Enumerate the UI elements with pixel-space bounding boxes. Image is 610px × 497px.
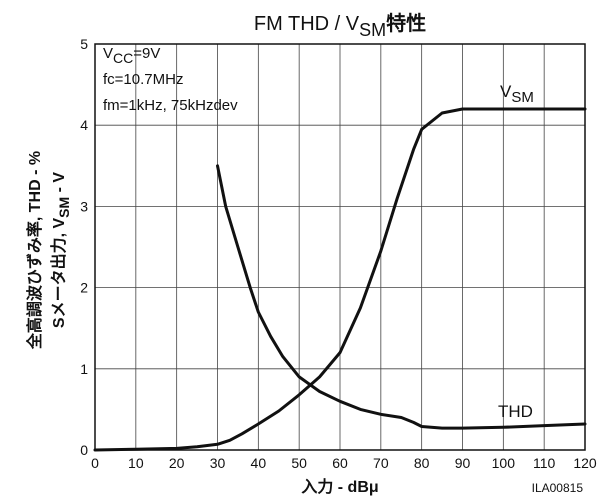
y-tick-label: 1 [80, 361, 88, 377]
x-tick-label: 0 [91, 455, 99, 471]
condition-fm: fm=1kHz, 75kHzdev [103, 97, 238, 114]
x-tick-label: 40 [251, 455, 267, 471]
x-tick-label: 30 [210, 455, 226, 471]
series-line-thd [216, 164, 587, 430]
x-tick-label: 80 [414, 455, 430, 471]
y-tick-label: 2 [80, 280, 88, 296]
series-line-vsm [93, 107, 587, 452]
condition-vcc: VCC=9V [103, 45, 160, 66]
figure-id: ILA00815 [532, 481, 584, 495]
series-label-vsm: VSM [500, 82, 534, 106]
x-tick-label: 50 [291, 455, 307, 471]
x-tick-label: 120 [573, 455, 597, 471]
chart-title: FM THD / VSM特性 [254, 11, 426, 40]
tick-labels: 0 10 20 30 40 50 60 70 80 90 100 110 120 0 1 2 3 4 5 [80, 36, 597, 471]
x-tick-label: 90 [455, 455, 471, 471]
x-axis-title: 入力 - dBμ [301, 477, 378, 496]
y-axis-title-line1: 全高調波ひずみ率, THD - % [25, 151, 44, 350]
y-axis-title-line2: Sメータ出力, VSM - V [49, 172, 72, 328]
condition-fc: fc=10.7MHz [103, 71, 183, 88]
plot-area-frame [94, 43, 586, 451]
x-tick-label: 20 [169, 455, 185, 471]
conditions-annotation: VCC=9V fc=10.7MHz fm=1kHz, 75kHzdev [103, 45, 238, 114]
y-tick-label: 5 [80, 36, 88, 52]
x-tick-label: 100 [492, 455, 516, 471]
series-label-thd: THD [498, 402, 533, 421]
series-lines [93, 107, 587, 452]
y-tick-label: 0 [80, 442, 88, 458]
y-tick-label: 3 [80, 198, 88, 214]
x-tick-label: 10 [128, 455, 144, 471]
x-tick-label: 60 [332, 455, 348, 471]
x-tick-label: 70 [373, 455, 389, 471]
x-tick-label: 110 [533, 455, 556, 471]
y-tick-label: 4 [80, 117, 88, 133]
